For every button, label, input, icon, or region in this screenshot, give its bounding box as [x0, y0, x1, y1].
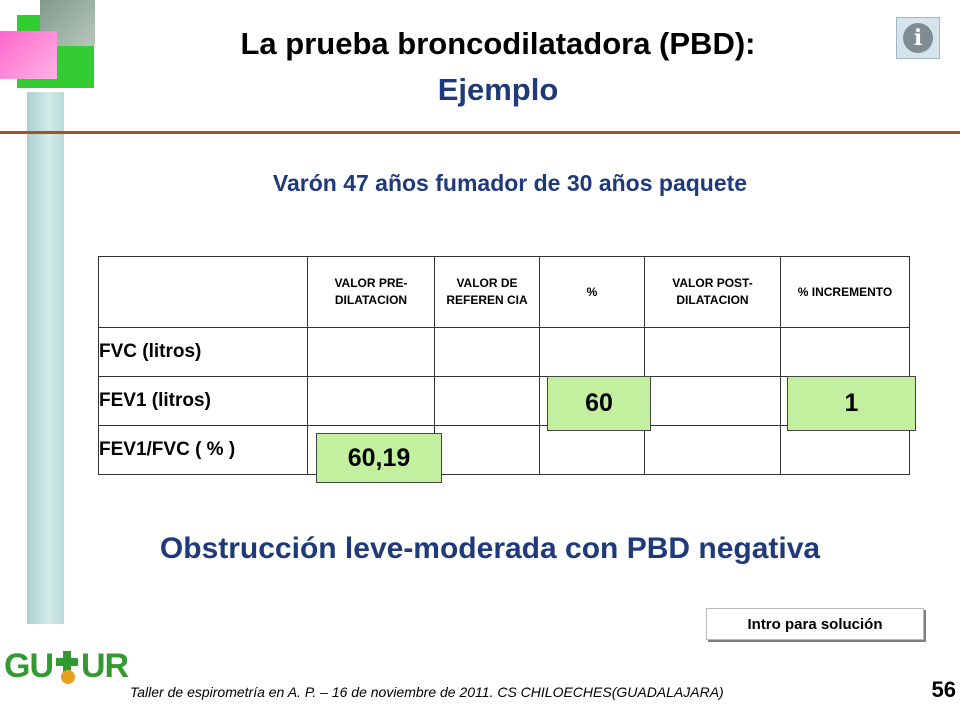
decor-vertical-bar [27, 92, 64, 624]
table-row: FVC (litros) [98, 327, 910, 377]
patient-description: Varón 47 años fumador de 30 años paquete [272, 170, 748, 196]
table-cell [307, 327, 435, 377]
table-header-cell: VALOR DE REFEREN CIA [434, 256, 540, 328]
table-cell [434, 425, 540, 475]
gusur-logo: GU UR [4, 647, 129, 686]
table-header-row: VALOR PRE-DILATACION VALOR DE REFEREN CI… [98, 256, 910, 328]
table-cell [780, 425, 910, 475]
table-header-cell: % INCREMENTO [780, 256, 910, 328]
table-cell [539, 327, 645, 377]
table-row: FEV1 (litros) [98, 376, 910, 426]
decor-square-pink [0, 31, 57, 79]
fev1-fvc-pre-value: 60,19 [316, 433, 442, 483]
table-header-cell: VALOR POST-DILATACION [644, 256, 781, 328]
table-cell [307, 376, 435, 426]
table-header-cell [98, 256, 308, 328]
table-cell [434, 327, 540, 377]
info-button[interactable]: i [896, 17, 940, 59]
footer-text: Taller de espirometría en A. P. – 16 de … [130, 684, 724, 700]
page-number: 56 [931, 677, 956, 702]
table-cell [644, 376, 781, 426]
slide-title: La prueba broncodilatadora (PBD): [240, 26, 756, 61]
logo-cross-icon [54, 649, 80, 685]
info-icon: i [903, 23, 933, 53]
table-cell [434, 376, 540, 426]
title-divider [0, 131, 960, 134]
table-cell [780, 327, 910, 377]
logo-text-left: GU [4, 647, 54, 685]
logo-text-right: UR [81, 647, 129, 685]
table-header-cell: VALOR PRE-DILATACION [307, 256, 435, 328]
row-label: FEV1 (litros) [98, 376, 308, 426]
table-cell [644, 425, 781, 475]
fev1-increment-value: 1 [787, 376, 916, 431]
spirometry-table: VALOR PRE-DILATACION VALOR DE REFEREN CI… [98, 256, 910, 475]
row-label: FVC (litros) [98, 327, 308, 377]
solution-button[interactable]: Intro para solución [706, 608, 924, 640]
conclusion-text: Obstrucción leve-moderada con PBD negati… [159, 532, 821, 565]
table-cell [644, 327, 781, 377]
table-row: FEV1/FVC ( % ) [98, 425, 910, 475]
table-header-cell: % [539, 256, 645, 328]
row-label: FEV1/FVC ( % ) [98, 425, 308, 475]
slide-title-line2: Ejemplo [437, 72, 559, 107]
table-cell [539, 425, 645, 475]
fev1-percent-value: 60 [547, 376, 651, 431]
